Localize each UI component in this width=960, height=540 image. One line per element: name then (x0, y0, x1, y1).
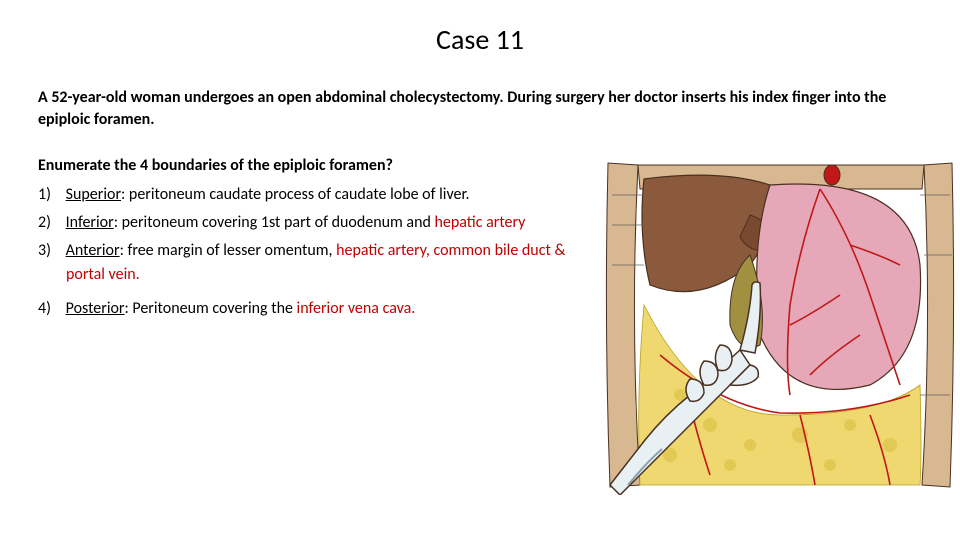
answer-item-3: 3) Anterior: free margin of lesser oment… (38, 239, 598, 287)
answer-list: 1) Superior: peritoneum caudate process … (38, 183, 598, 321)
answer-label: Posterior (66, 299, 125, 318)
answer-item-4: 4) Posterior: Peritoneum covering the in… (38, 297, 598, 321)
answer-label: Anterior (66, 241, 120, 260)
answer-item-1: 1) Superior: peritoneum caudate process … (38, 183, 598, 207)
answer-item-2: 2) Inferior: peritoneum covering 1st par… (38, 211, 598, 235)
answer-text: : peritoneum caudate process of caudate … (121, 185, 469, 204)
answer-label: Superior (66, 185, 121, 204)
answer-highlight: hepatic artery (435, 213, 526, 232)
answer-highlight: inferior vena cava. (297, 299, 416, 318)
answer-number: 3) (38, 239, 62, 263)
case-description: A 52-year-old woman undergoes an open ab… (38, 87, 922, 130)
answer-number: 1) (38, 183, 62, 207)
answer-text: : free margin of lesser omentum, (120, 241, 337, 260)
answer-text: : Peritoneum covering the (125, 299, 297, 318)
answer-text: : peritoneum covering 1st part of duoden… (114, 213, 435, 232)
anatomy-illustration (600, 155, 960, 495)
answer-number: 2) (38, 211, 62, 235)
slide-title: Case 11 (38, 22, 922, 57)
anatomy-svg (600, 155, 960, 495)
answer-label: Inferior (66, 213, 114, 232)
answer-number: 4) (38, 297, 62, 321)
